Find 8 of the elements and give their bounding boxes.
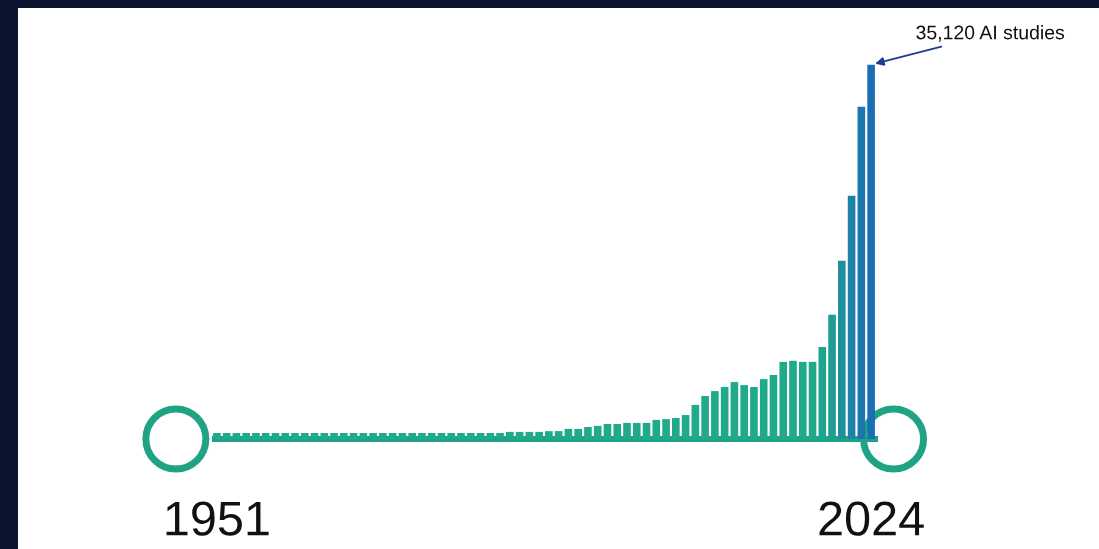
bar [857, 106, 866, 439]
bar [838, 260, 846, 439]
bar [847, 195, 856, 439]
bar [828, 314, 836, 439]
bar [867, 64, 875, 439]
x-tick-label: 2024 [819, 501, 924, 536]
x-tick-label: 1951 [166, 501, 269, 536]
annotation: 35,120 AI studies [916, 25, 1065, 42]
